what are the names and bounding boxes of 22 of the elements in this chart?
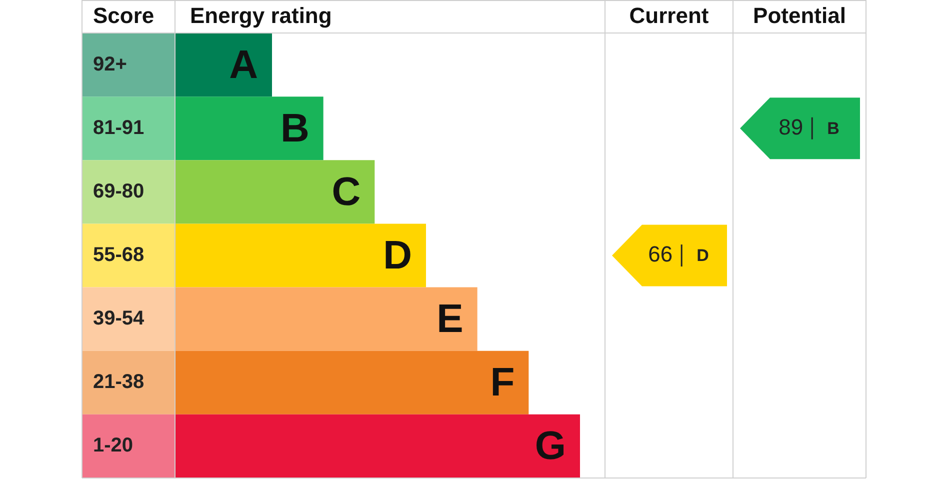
text: Score [93,3,154,28]
text: Potential [753,3,846,28]
category-label: 21-38 [93,371,144,394]
category-label: 69-80 [93,180,144,202]
category-label: D [696,246,709,266]
text: Energy rating [190,3,332,28]
category-label: G [534,424,566,468]
data-label: 89 [778,114,804,140]
category-label: 39-54 [93,308,144,330]
text: Current [629,3,710,28]
category-label: 81-91 [93,116,144,139]
category-label: D [383,234,412,278]
category-label: 55-68 [93,244,144,266]
category-label: B [827,119,840,138]
category-label: A [229,42,258,87]
category-label: F [490,360,515,405]
category-label: B [280,106,310,150]
data-label: 66 [648,242,673,267]
category-label: E [436,297,464,342]
category-label: 1-20 [93,434,134,457]
category-label: C [332,170,361,214]
category-label: 92+ [93,53,127,76]
